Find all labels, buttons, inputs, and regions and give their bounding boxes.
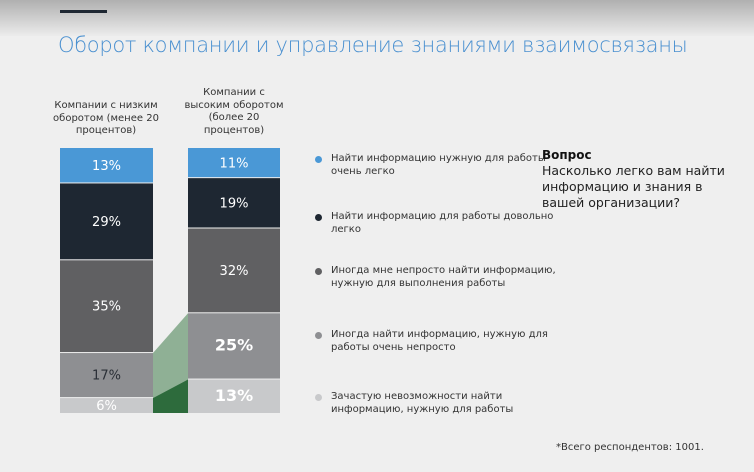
legend-item: Иногда мне непросто найти информацию, ну… (315, 264, 556, 290)
legend-dot-icon (315, 268, 322, 275)
legend-dot-icon (315, 214, 322, 221)
category-label-high: Компании с высоким оборотом (более 20 пр… (184, 87, 284, 136)
bar-segment (60, 148, 153, 183)
legend-label: Иногда мне непросто найти информацию, ну… (331, 265, 556, 289)
page-title: Оборот компании и управление знаниями вз… (58, 33, 688, 57)
header-band (0, 0, 754, 36)
question-heading: Вопрос (542, 148, 592, 162)
legend-item: Зачастую невозможности найти информацию,… (315, 390, 556, 416)
data-label: 13% (215, 386, 253, 405)
data-label: 35% (92, 300, 121, 315)
bar-segment (188, 178, 280, 228)
data-label: 6% (96, 399, 117, 414)
bar-segment (60, 398, 153, 413)
legend-item: Найти информацию нужную для работы очень… (315, 152, 556, 178)
bar-segment (60, 260, 153, 353)
connector-shape (153, 379, 188, 413)
legend-dot-icon (315, 156, 322, 163)
legend-item: Найти информацию для работы довольно лег… (315, 210, 556, 236)
data-label: 17% (92, 369, 121, 384)
data-label: 13% (92, 159, 121, 174)
legend-label: Найти информацию нужную для работы очень… (331, 153, 546, 177)
bar-segment (188, 228, 280, 313)
category-label-low: Компании с низким оборотом (менее 20 про… (53, 100, 159, 136)
legend-dot-icon (315, 394, 322, 401)
bar-segment (188, 148, 280, 178)
legend-label: Зачастую невозможности найти информацию,… (331, 391, 514, 415)
data-label: 19% (220, 196, 249, 211)
legend-label: Иногда найти информацию, нужную для рабо… (331, 329, 548, 353)
legend-label: Найти информацию для работы довольно лег… (331, 211, 554, 235)
bar-segment (188, 313, 280, 379)
legend-dot-icon (315, 332, 322, 339)
data-label: 25% (215, 335, 253, 354)
bar-segment (188, 379, 280, 413)
bar-segment (60, 353, 153, 398)
bar-segment (60, 183, 153, 260)
footnote: *Всего респондентов: 1001. (556, 442, 704, 453)
header-accent-line (60, 10, 107, 13)
data-label: 11% (220, 157, 249, 172)
legend-item: Иногда найти информацию, нужную для рабо… (315, 328, 556, 354)
data-label: 32% (220, 264, 249, 279)
data-label: 29% (92, 215, 121, 230)
question-text: Насколько легко вам найти информацию и з… (542, 163, 725, 210)
